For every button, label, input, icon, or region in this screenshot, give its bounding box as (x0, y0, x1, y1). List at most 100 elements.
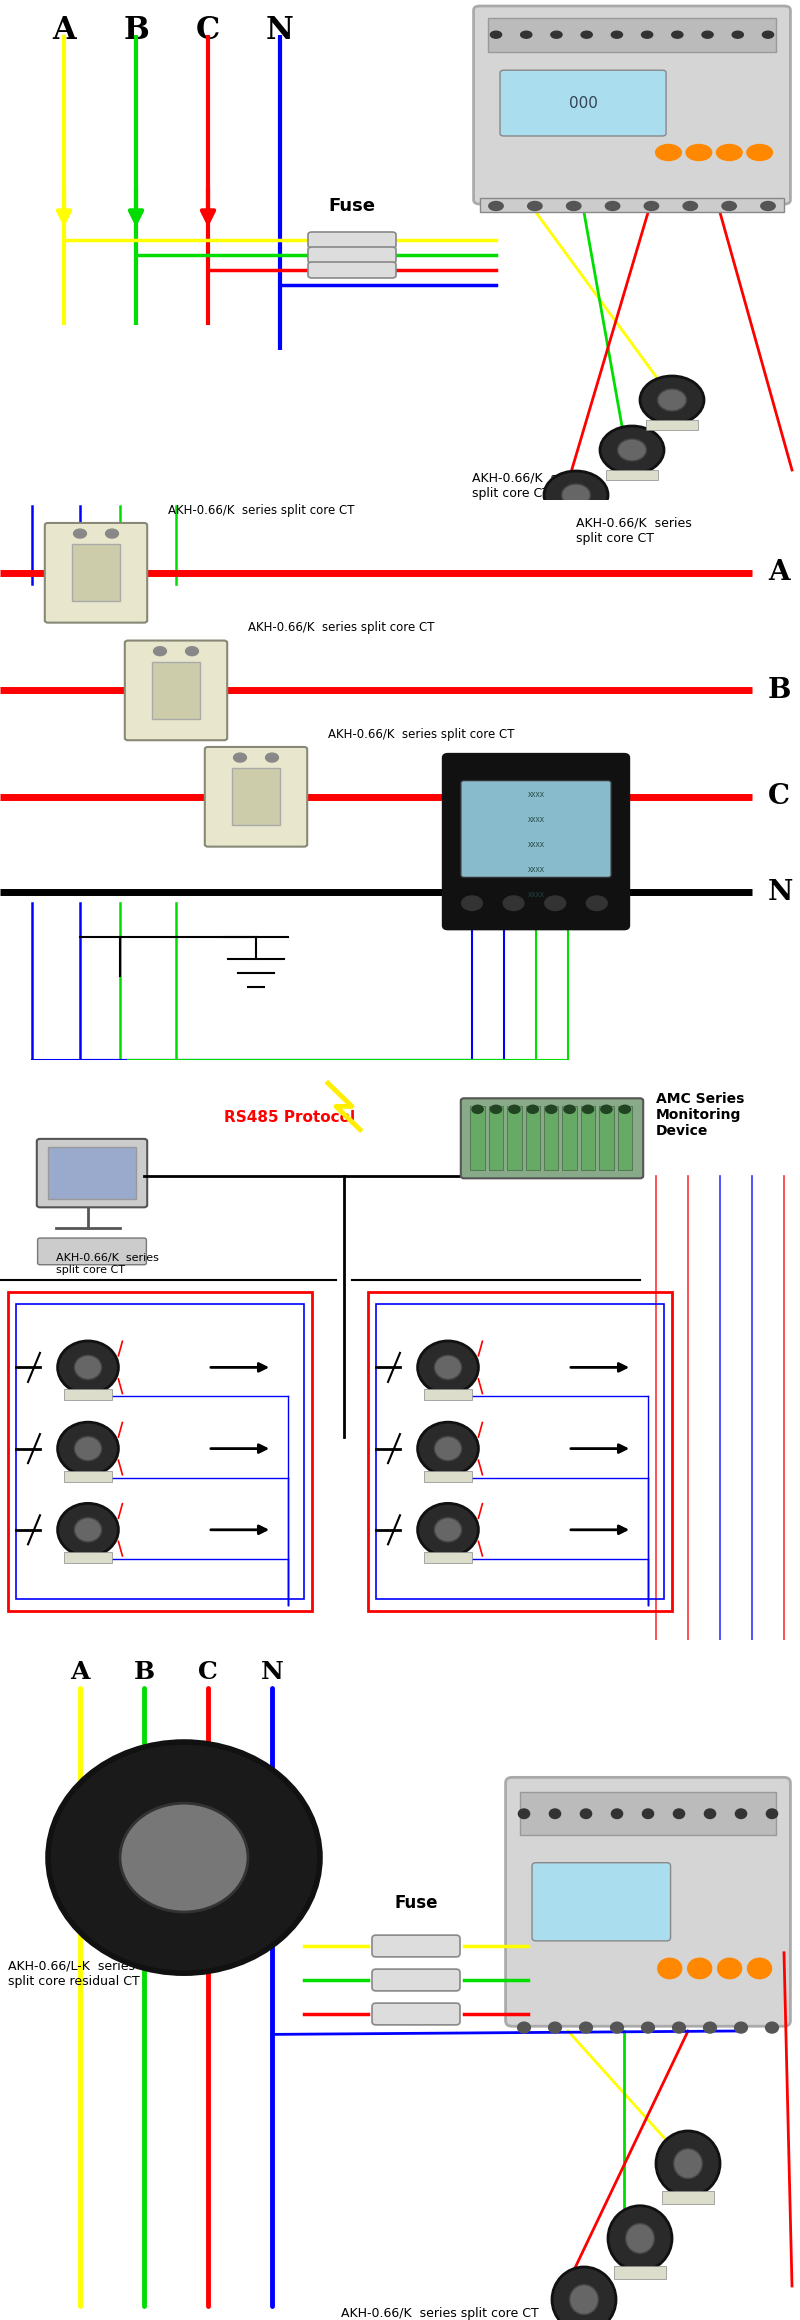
Ellipse shape (626, 2223, 654, 2253)
FancyBboxPatch shape (64, 1390, 112, 1401)
Text: N: N (768, 879, 794, 905)
FancyBboxPatch shape (37, 1139, 147, 1206)
Text: AKH-0.66/L-K  series
split core residual CT: AKH-0.66/L-K series split core residual … (8, 1960, 140, 1988)
Circle shape (644, 202, 658, 211)
Circle shape (234, 754, 246, 761)
Circle shape (503, 896, 524, 909)
FancyBboxPatch shape (550, 515, 602, 524)
Circle shape (747, 1958, 771, 1979)
Circle shape (518, 2023, 530, 2032)
Ellipse shape (58, 1422, 118, 1476)
Text: B: B (134, 1661, 154, 1684)
FancyBboxPatch shape (470, 1107, 485, 1169)
FancyBboxPatch shape (205, 747, 307, 847)
Circle shape (642, 2023, 654, 2032)
Ellipse shape (600, 427, 664, 473)
Ellipse shape (74, 1517, 102, 1543)
Circle shape (462, 896, 482, 909)
FancyBboxPatch shape (606, 471, 658, 480)
Circle shape (106, 529, 118, 538)
Circle shape (619, 1104, 630, 1114)
Circle shape (735, 1810, 746, 1819)
Ellipse shape (434, 1355, 462, 1380)
Circle shape (601, 1104, 612, 1114)
Text: 000: 000 (569, 95, 598, 111)
Ellipse shape (552, 2267, 616, 2320)
FancyBboxPatch shape (480, 200, 784, 213)
Text: AKH-0.66/K  series split core CT: AKH-0.66/K series split core CT (328, 728, 514, 740)
Text: A: A (768, 559, 790, 587)
FancyBboxPatch shape (562, 1107, 577, 1169)
Ellipse shape (434, 1436, 462, 1462)
Circle shape (766, 1810, 778, 1819)
Ellipse shape (434, 1517, 462, 1543)
Circle shape (48, 1742, 320, 1974)
FancyBboxPatch shape (506, 1777, 790, 2025)
Circle shape (766, 2023, 778, 2032)
Circle shape (74, 529, 86, 538)
Circle shape (747, 144, 773, 160)
Circle shape (566, 202, 581, 211)
Circle shape (509, 1104, 520, 1114)
FancyBboxPatch shape (372, 1935, 460, 1956)
Circle shape (718, 1958, 742, 1979)
Circle shape (704, 1810, 716, 1819)
Ellipse shape (58, 1503, 118, 1557)
Text: XXXX: XXXX (527, 893, 545, 898)
FancyBboxPatch shape (308, 262, 396, 278)
FancyBboxPatch shape (72, 545, 120, 601)
Circle shape (722, 202, 736, 211)
Circle shape (586, 896, 607, 909)
FancyBboxPatch shape (646, 420, 698, 429)
Ellipse shape (618, 438, 646, 462)
Circle shape (581, 30, 592, 37)
Circle shape (528, 202, 542, 211)
Circle shape (672, 30, 683, 37)
FancyBboxPatch shape (48, 1146, 136, 1199)
Ellipse shape (58, 1341, 118, 1394)
Text: XXXX: XXXX (527, 791, 545, 798)
Ellipse shape (562, 485, 590, 506)
Circle shape (761, 202, 775, 211)
Circle shape (658, 1958, 682, 1979)
FancyBboxPatch shape (232, 768, 280, 826)
Circle shape (545, 896, 566, 909)
FancyBboxPatch shape (614, 2267, 666, 2278)
Circle shape (581, 1810, 592, 1819)
Circle shape (732, 30, 743, 37)
Circle shape (489, 202, 503, 211)
Text: AMC Series
Monitoring
Device: AMC Series Monitoring Device (656, 1093, 744, 1139)
FancyBboxPatch shape (488, 19, 776, 51)
Text: Fuse: Fuse (329, 197, 375, 216)
Circle shape (683, 202, 698, 211)
Circle shape (154, 647, 166, 657)
FancyBboxPatch shape (38, 1239, 146, 1264)
FancyBboxPatch shape (500, 70, 666, 137)
Circle shape (717, 144, 742, 160)
Circle shape (686, 144, 712, 160)
FancyBboxPatch shape (532, 1863, 670, 1942)
FancyBboxPatch shape (125, 640, 227, 740)
Circle shape (734, 2023, 747, 2032)
Text: XXXX: XXXX (527, 842, 545, 847)
FancyBboxPatch shape (489, 1107, 503, 1169)
Circle shape (527, 1104, 538, 1114)
Ellipse shape (640, 376, 704, 425)
Circle shape (518, 1810, 530, 1819)
FancyBboxPatch shape (64, 1552, 112, 1564)
Text: AKH-0.66/K  series
split core CT: AKH-0.66/K series split core CT (472, 471, 588, 501)
FancyBboxPatch shape (461, 780, 611, 877)
Circle shape (704, 2023, 717, 2032)
Circle shape (490, 30, 502, 37)
Text: C: C (196, 14, 220, 46)
Text: XXXX: XXXX (527, 817, 545, 824)
Circle shape (656, 144, 682, 160)
FancyBboxPatch shape (64, 1471, 112, 1482)
Text: N: N (261, 1661, 283, 1684)
FancyBboxPatch shape (372, 1970, 460, 1991)
FancyBboxPatch shape (461, 1097, 643, 1179)
Circle shape (673, 2023, 686, 2032)
Ellipse shape (674, 2148, 702, 2178)
FancyBboxPatch shape (45, 522, 147, 622)
FancyBboxPatch shape (507, 1107, 522, 1169)
